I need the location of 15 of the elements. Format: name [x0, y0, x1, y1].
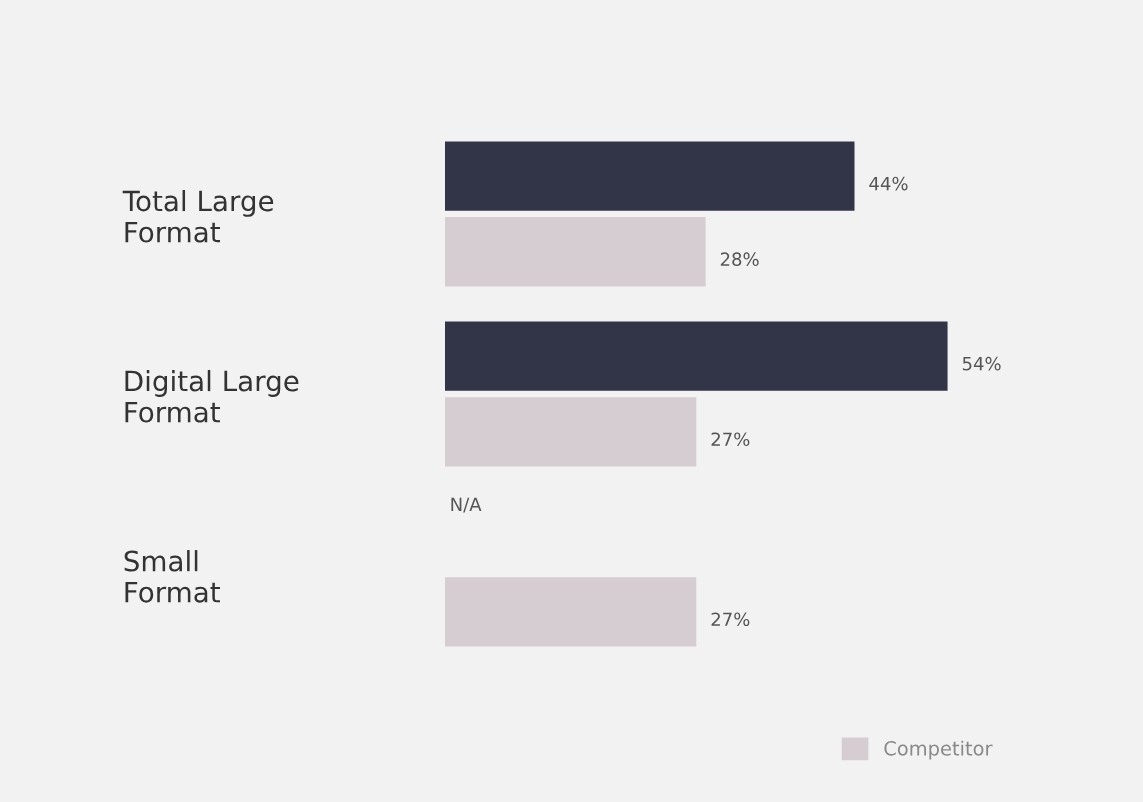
bar — [445, 577, 697, 647]
bar — [445, 141, 855, 211]
y-tick-label: Digital Large Format — [125, 370, 299, 423]
legend-label: Competitor — [884, 740, 993, 760]
data-label: 54% — [962, 356, 1001, 371]
bar — [445, 397, 697, 467]
text: N/A — [451, 497, 482, 513]
y-tick-label: Total Large Format — [122, 189, 274, 243]
y-tick-label: Small Format — [124, 550, 220, 603]
data-label: 27% — [711, 432, 750, 447]
bar — [445, 321, 948, 391]
bar — [445, 217, 706, 287]
data-label: 27% — [711, 612, 750, 627]
data-label: 44% — [869, 176, 908, 191]
data-label: 28% — [720, 252, 759, 267]
